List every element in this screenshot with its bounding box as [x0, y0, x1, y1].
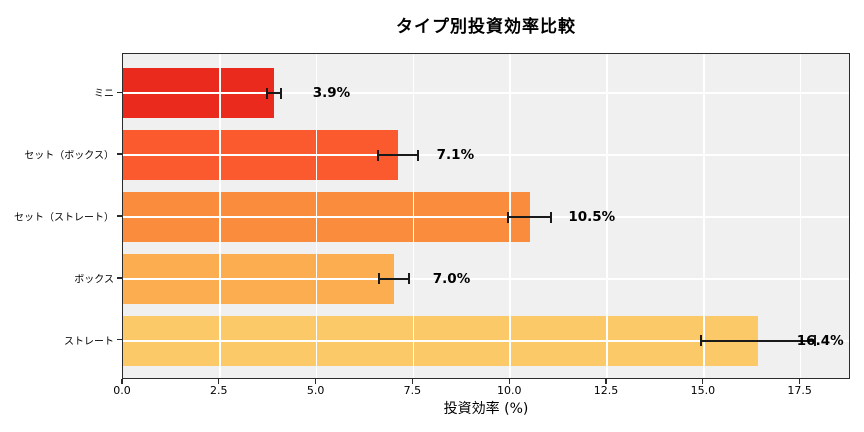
error-bar-cap-left: [376, 149, 379, 161]
y-tick-mark: [117, 91, 122, 93]
x-tick-label: 5.0: [306, 384, 325, 397]
error-bar-cap-right: [408, 273, 411, 285]
gridline-horizontal: [123, 340, 849, 342]
x-tick-label: 7.5: [403, 384, 422, 397]
x-tick-label: 10.0: [496, 384, 522, 397]
error-bar: [376, 149, 420, 161]
error-bar-cap-left: [699, 335, 702, 347]
gridline-vertical: [606, 54, 608, 378]
y-tick-label: ミニ: [94, 88, 114, 100]
x-tick-mark: [508, 379, 510, 384]
x-tick-mark: [799, 379, 801, 384]
error-bar-cap-right: [814, 335, 817, 347]
y-tick-label: ボックス: [74, 274, 114, 286]
y-tick-mark: [117, 153, 122, 155]
gridline-vertical: [799, 54, 802, 378]
gridline-horizontal: [123, 278, 849, 280]
chart-title: タイプ別投資効率比較: [396, 17, 576, 37]
error-bar-line: [506, 216, 553, 218]
y-tick-mark: [117, 277, 122, 279]
gridline-horizontal: [123, 92, 849, 94]
x-tick-label: 15.0: [690, 384, 716, 397]
error-bar-line: [377, 277, 411, 280]
gridline-horizontal: [123, 216, 849, 218]
x-tick-label: 17.5: [787, 384, 812, 397]
error-bar: [265, 87, 283, 99]
error-bar-cap-right: [417, 149, 420, 161]
x-axis-label: 投資効率 (%): [443, 401, 529, 417]
x-tick-mark: [411, 379, 414, 384]
gridline-vertical: [219, 54, 221, 378]
error-bar-cap-left: [506, 211, 509, 223]
plot-area: 3.9% 7.1% 10.5% 7.0% 16.4%: [122, 53, 850, 379]
error-bar-cap-right: [550, 211, 553, 223]
gridline-vertical: [703, 54, 705, 378]
value-label: 7.1%: [436, 147, 475, 164]
x-tick-mark: [314, 379, 317, 384]
value-label: 10.5%: [568, 209, 616, 225]
gridline-horizontal: [123, 154, 849, 156]
value-label: 16.4%: [796, 332, 844, 349]
gridline-vertical: [412, 54, 415, 378]
y-tick-label: セット（ボックス）: [24, 150, 114, 162]
y-tick-mark: [117, 215, 122, 217]
x-tick-label: 2.5: [210, 384, 228, 397]
y-tick-label: セット（ストレート）: [14, 212, 114, 224]
error-bar-cap-right: [280, 87, 283, 99]
error-bar: [506, 211, 553, 223]
x-tick-mark: [218, 379, 220, 384]
y-tick-label: ストレート: [64, 336, 114, 348]
gridline-vertical: [315, 54, 318, 378]
x-tick-mark: [702, 379, 704, 384]
x-tick-mark: [605, 379, 607, 384]
error-bar-cap-left: [377, 273, 380, 285]
error-bar-cap-left: [265, 87, 268, 99]
x-tick-label: 12.5: [593, 384, 619, 397]
error-bar-line: [699, 339, 817, 342]
y-tick-mark: [117, 339, 122, 341]
error-bar-line: [376, 154, 420, 157]
error-bar: [699, 335, 817, 347]
value-label: 7.0%: [432, 270, 471, 287]
value-label: 3.9%: [312, 85, 351, 102]
x-tick-mark: [121, 379, 123, 384]
error-bar: [377, 273, 411, 285]
error-bar-line: [265, 92, 283, 95]
x-tick-label: 0.0: [113, 384, 131, 397]
